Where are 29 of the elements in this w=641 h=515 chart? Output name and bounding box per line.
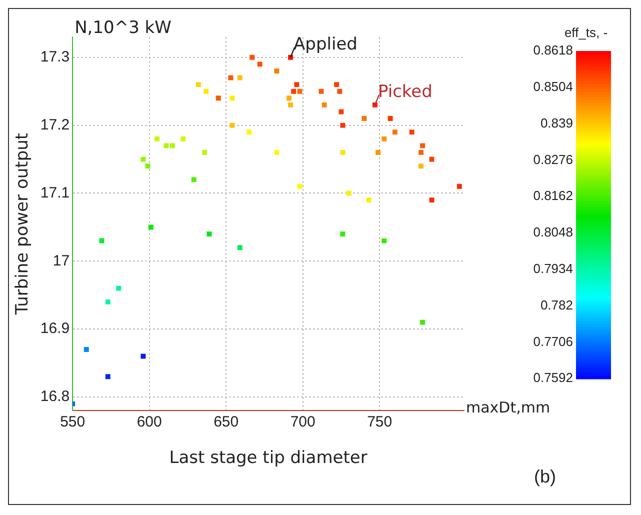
y-tick-label: 17.1	[40, 184, 70, 202]
x-tick-label: 550	[60, 414, 86, 431]
x-tick-label: 650	[214, 414, 239, 431]
x-tick-label: 750	[367, 414, 392, 431]
color-bar-label: 0.8504	[533, 78, 573, 94]
text: maxDt,mm	[466, 398, 550, 417]
text: (b)	[534, 466, 556, 487]
color-bar-label: 0.782	[540, 297, 573, 312]
color-bar-label: 0.7934	[533, 260, 573, 276]
color-bar-label: 0.8618	[533, 42, 573, 58]
color-bar-label: 0.8162	[533, 188, 573, 204]
x-axis-title: Last stage tip diameter	[169, 448, 368, 468]
y-axis-title: Turbine power output	[12, 132, 33, 316]
y-tick-label: 17.2	[40, 116, 70, 134]
color-bar-title: eff_ts, -	[564, 25, 608, 40]
annotation: Applied	[294, 34, 358, 54]
color-bar-label: 0.8276	[533, 152, 573, 167]
x-tick-label: 600	[136, 414, 162, 431]
y-tick-label: 16.8	[40, 388, 70, 406]
y-tick-label: 17	[52, 252, 70, 270]
y-tick-label: 17.3	[40, 48, 70, 66]
y-tick-label: 16.9	[40, 320, 70, 338]
color-bar-label: 0.839	[540, 115, 573, 130]
annotation: Picked	[378, 82, 432, 102]
color-bar-label: 0.7592	[533, 370, 573, 386]
color-bar-label: 0.8048	[533, 224, 573, 240]
x-tick-label: 700	[290, 414, 316, 431]
color-bar-label: 0.7706	[533, 334, 573, 349]
annotation: N,10^3 kW	[74, 18, 172, 38]
